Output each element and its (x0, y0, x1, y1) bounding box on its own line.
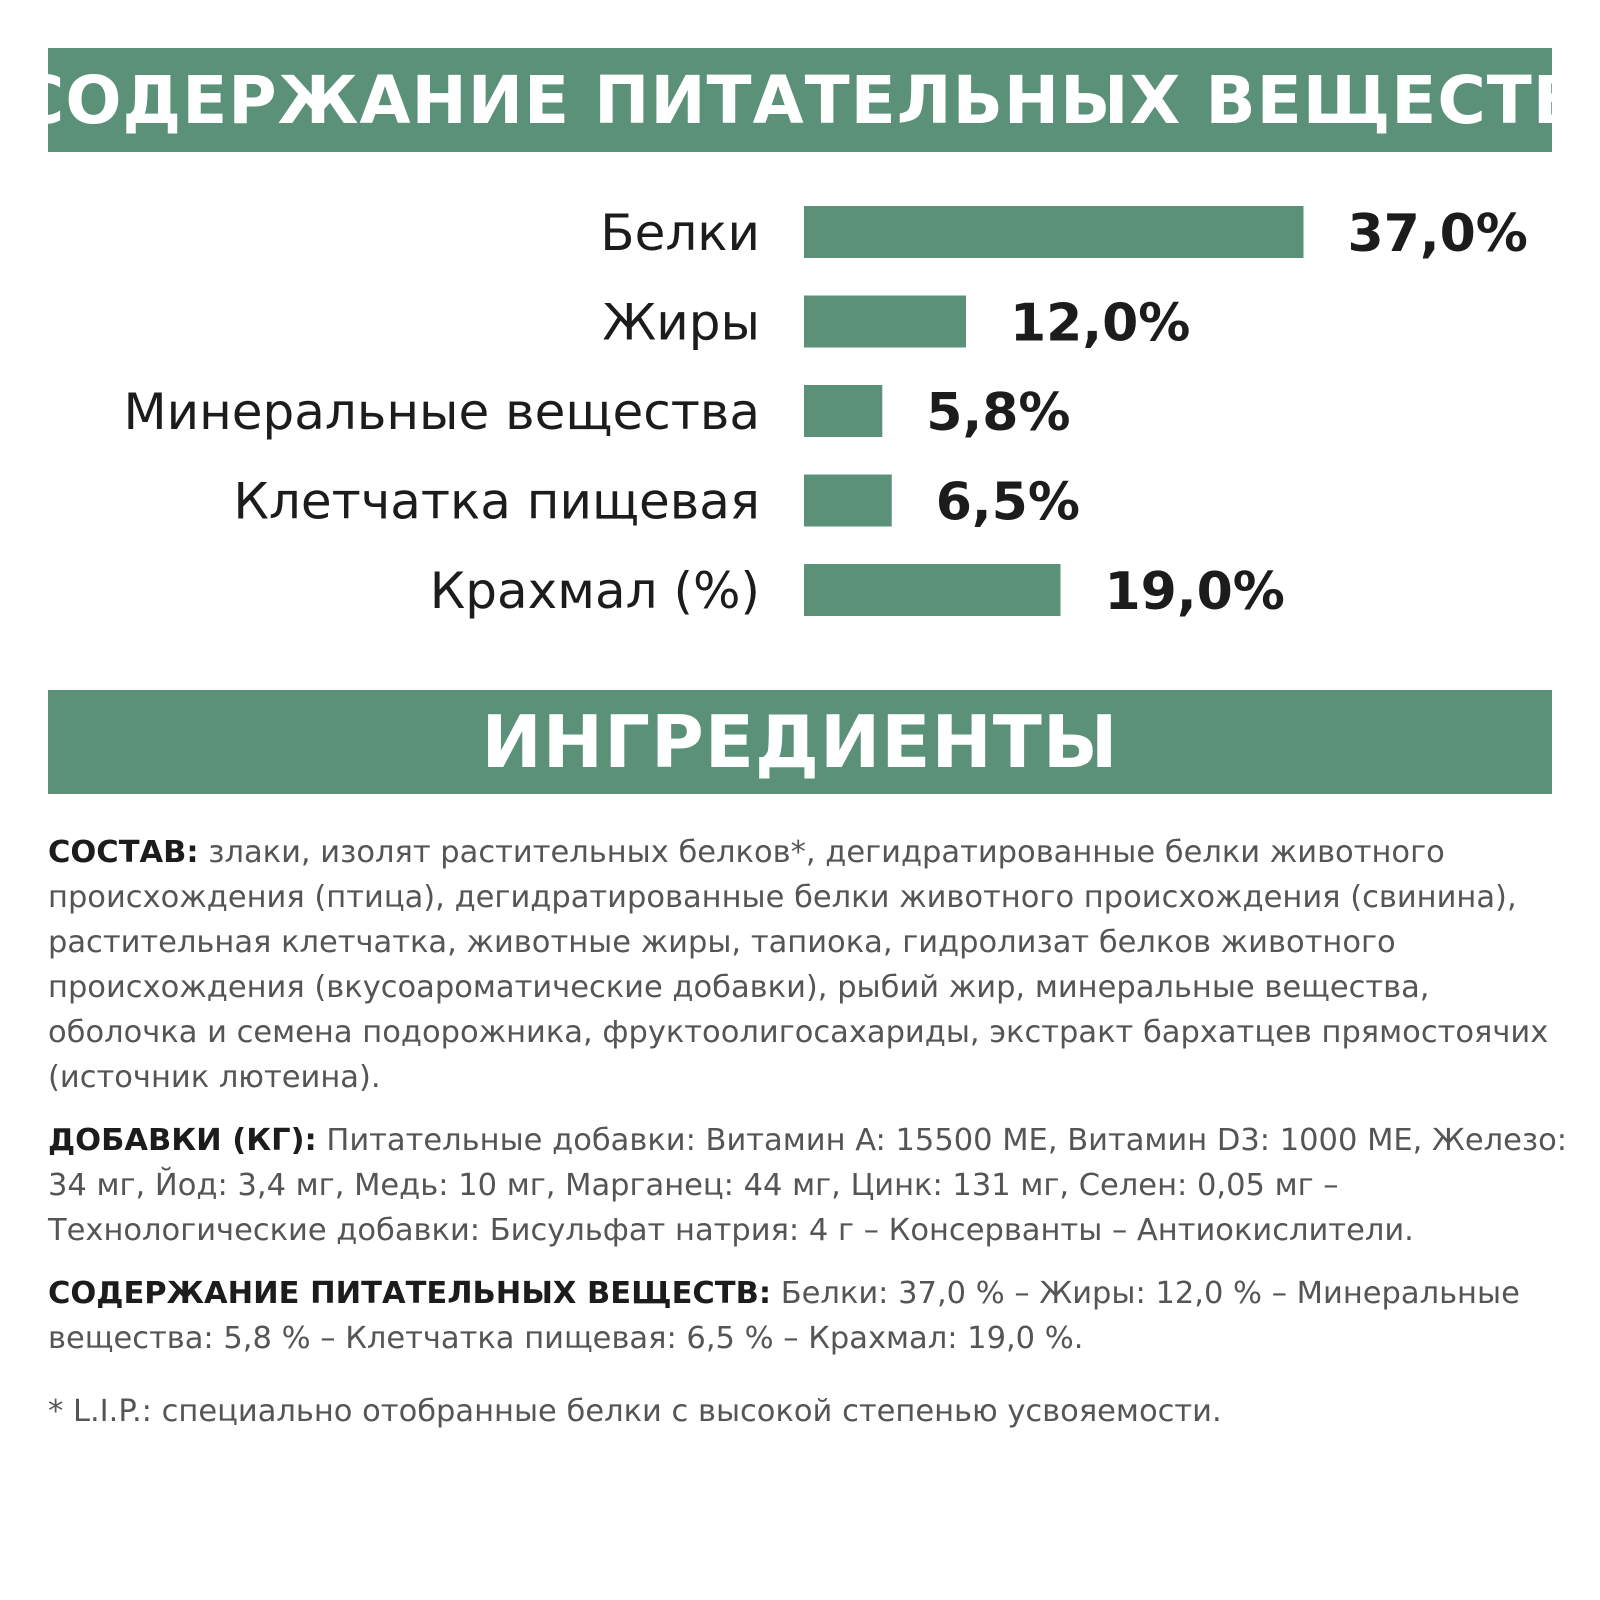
category-label: Клетчатка пищевая (233, 473, 760, 531)
value-label: 5,8% (926, 383, 1070, 443)
ingredients-banner: ИНГРЕДИЕНТЫ (48, 690, 1552, 794)
additives-paragraph: ДОБАВКИ (КГ): Питательные добавки: Витам… (48, 1118, 1568, 1253)
bar (804, 206, 1304, 258)
value-label: 19,0% (1105, 562, 1285, 622)
nutrients-text: Белки: 37,0 % – Жиры: 12,0 % – Минеральн… (48, 1276, 1520, 1356)
composition-heading: СОСТАВ: (48, 835, 199, 870)
additives-text: Питательные добавки: Витамин A: 15500 МЕ… (48, 1123, 1568, 1248)
composition-text: злаки, изолят растительных белков*, деги… (48, 835, 1549, 1095)
category-label: Белки (600, 204, 760, 262)
footnote: * L.I.P.: специально отобранные белки с … (48, 1394, 1222, 1429)
value-label: 6,5% (936, 473, 1080, 533)
bar (804, 385, 883, 437)
nutrients-paragraph: СОДЕРЖАНИЕ ПИТАТЕЛЬНЫХ ВЕЩЕСТВ: Белки: 3… (48, 1271, 1568, 1361)
category-label: Минеральные вещества (123, 383, 760, 441)
additives-heading: ДОБАВКИ (КГ): (48, 1123, 317, 1158)
bar (804, 295, 966, 348)
value-label: 12,0% (1010, 294, 1190, 354)
ingredients-section: СОСТАВ: злаки, изолят растительных белко… (48, 830, 1568, 1452)
nutrients-banner: СОДЕРЖАНИЕ ПИТАТЕЛЬНЫХ ВЕЩЕСТВ (16, 48, 1583, 152)
nutrients-heading: СОДЕРЖАНИЕ ПИТАТЕЛЬНЫХ ВЕЩЕСТВ: (48, 1276, 772, 1311)
bar (804, 474, 892, 527)
composition-paragraph: СОСТАВ: злаки, изолят растительных белко… (48, 830, 1568, 1100)
bar (804, 564, 1061, 616)
category-label: Крахмал (%) (430, 562, 760, 620)
value-label: 37,0% (1348, 204, 1528, 264)
category-label: Жиры (602, 294, 760, 352)
nutrients-bar-chart: Белки 37,0% Жиры 12,0% Минеральные вещества 5… (123, 204, 1528, 622)
